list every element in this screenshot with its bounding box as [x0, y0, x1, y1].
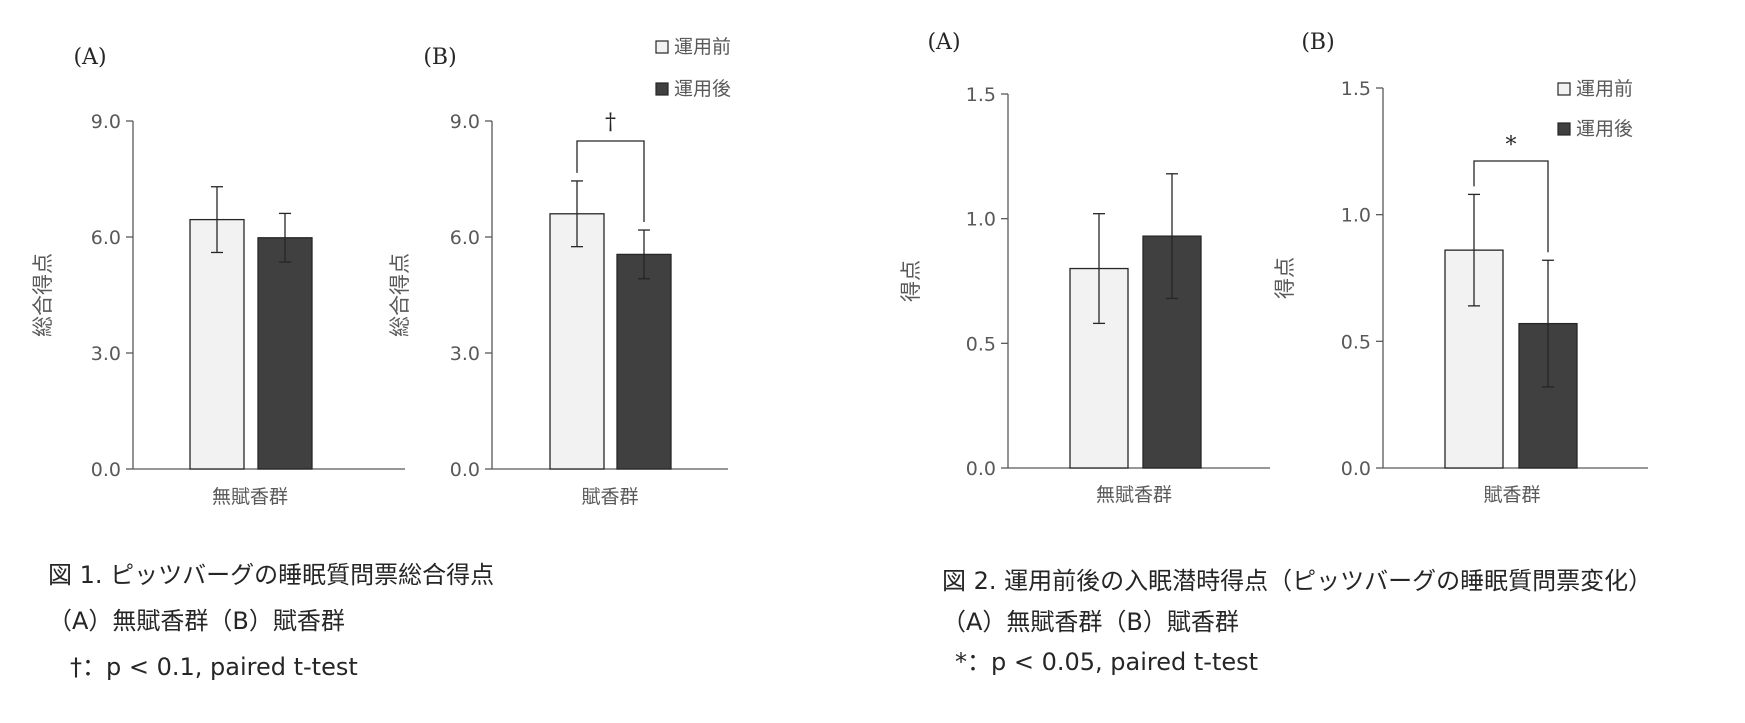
y-tick-label: 0.0 — [450, 459, 480, 481]
y-tick-label: 0.0 — [91, 459, 121, 481]
panel-label: (B) — [1301, 30, 1334, 55]
y-tick-label: 3.0 — [450, 343, 480, 365]
y-axis-title: 得点 — [899, 260, 923, 302]
significance-marker: † — [605, 110, 616, 135]
figure1-caption-stats: †：p < 0.1, paired t-test — [70, 653, 358, 681]
x-category-label: 賦香群 — [581, 486, 638, 508]
bar-before — [549, 213, 605, 470]
y-tick-label: 1.5 — [1341, 78, 1371, 100]
legend-swatch-after — [1557, 122, 1571, 136]
bar-after — [616, 253, 672, 470]
x-category-label: 無賦香群 — [212, 486, 288, 508]
y-tick-label: 1.0 — [1341, 205, 1371, 227]
bar-before — [189, 218, 245, 470]
y-tick-label: 9.0 — [450, 111, 480, 133]
figure2-caption-groups: （A）無賦香群（B）賦香群 — [942, 608, 1239, 636]
legend-label-before: 運用前 — [1576, 78, 1633, 100]
y-tick-label: 0.5 — [966, 333, 996, 355]
panel-label: (B) — [423, 45, 456, 70]
x-category-label: 賦香群 — [1483, 484, 1540, 506]
legend-swatch-before — [1557, 82, 1571, 96]
y-tick-label: 1.5 — [966, 84, 996, 106]
y-tick-label: 3.0 — [91, 343, 121, 365]
bar-after — [257, 237, 313, 470]
y-tick-label: 6.0 — [91, 227, 121, 249]
y-tick-label: 0.0 — [1341, 458, 1371, 480]
figure2-caption-title: 図 2. 運用前後の入眠潜時得点（ピッツバーグの睡眠質問票変化） — [942, 567, 1653, 595]
legend-label-after: 運用後 — [674, 78, 731, 100]
significance-bracket — [1473, 160, 1549, 253]
significance-marker: * — [1506, 133, 1517, 158]
figure1-caption-title: 図 1. ピッツバーグの睡眠質問票総合得点 — [48, 561, 495, 589]
y-tick-label: 6.0 — [450, 227, 480, 249]
panel-label: (A) — [73, 45, 106, 70]
legend-label-after: 運用後 — [1576, 118, 1633, 140]
y-axis-title: 得点 — [1273, 257, 1297, 299]
figure1-caption-groups: （A）無賦香群（B）賦香群 — [48, 607, 345, 635]
y-axis-title: 総合得点 — [388, 253, 412, 337]
legend-swatch-after — [655, 82, 669, 96]
y-tick-label: 1.0 — [966, 209, 996, 231]
figure2-caption-stats: *：p < 0.05, paired t-test — [955, 648, 1259, 676]
y-axis-title: 総合得点 — [31, 253, 55, 337]
panel-label: (A) — [927, 30, 960, 55]
significance-bracket — [576, 140, 645, 223]
legend-swatch-before — [655, 40, 669, 54]
y-tick-label: 9.0 — [91, 111, 121, 133]
y-tick-label: 0.5 — [1341, 331, 1371, 353]
y-tick-label: 0.0 — [966, 458, 996, 480]
legend-label-before: 運用前 — [674, 36, 731, 58]
x-category-label: 無賦香群 — [1096, 484, 1172, 506]
